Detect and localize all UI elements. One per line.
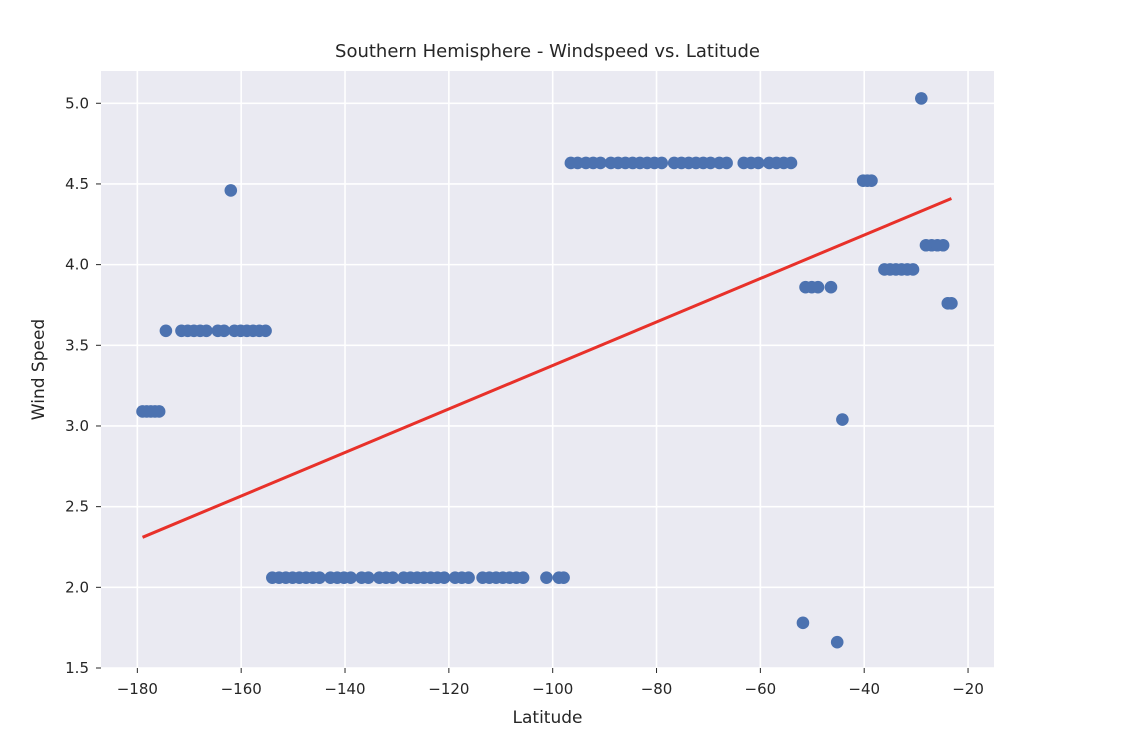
data-point [936,238,950,252]
y-tick-label: 1.5 [65,659,89,677]
x-tick-label: −160 [221,680,262,698]
data-point [224,184,238,197]
data-point [159,324,173,338]
y-axis-label: Wind Speed [29,319,49,420]
data-point [655,156,669,170]
data-point [830,635,844,649]
x-tick-label: −60 [745,680,777,698]
grid [101,71,994,669]
y-tick-label: 3.5 [65,336,89,354]
data-point [437,571,451,584]
data-point [811,280,825,294]
data-point [720,156,733,170]
scatter-points [136,92,958,649]
data-point [516,571,530,584]
plot-area [101,71,994,668]
y-tick-label: 3.0 [65,417,89,435]
data-point [945,297,958,310]
y-tick-label: 4.5 [65,175,89,193]
data-point [836,413,849,426]
data-point [751,156,765,170]
y-tick-label: 4.0 [65,256,89,274]
data-point [386,571,400,584]
data-point [704,156,717,170]
data-point [313,571,326,584]
chart-title: Southern Hemisphere - Windspeed vs. Lati… [335,41,760,62]
regression-line-group [141,197,953,539]
data-point [865,174,878,188]
data-point [824,280,838,294]
x-tick-label: −100 [532,680,573,698]
data-point [200,324,213,338]
axis-ticks: −180 −160 −140 −120 −100 −80 −60 −40 −20 1.5 2.0 2.… [65,94,984,698]
y-tick-label: 2.5 [65,498,89,516]
regression-line [141,197,953,539]
data-point [915,92,928,105]
data-point [152,405,166,418]
x-tick-label: −180 [117,680,158,698]
y-tick-label: 2.0 [65,578,89,596]
x-tick-label: −140 [324,680,365,698]
x-tick-label: −20 [952,680,984,698]
x-tick-label: −40 [848,680,880,698]
x-axis-label: Latitude [513,708,583,728]
data-point [259,324,272,338]
data-point [217,324,231,338]
data-point [594,156,607,170]
x-tick-label: −80 [641,680,673,698]
data-point [362,571,375,584]
y-tick-label: 5.0 [65,94,89,112]
data-point [344,571,358,584]
data-point [906,263,920,276]
data-point [557,571,570,584]
x-tick-label: −120 [428,680,469,698]
data-point [462,571,475,584]
data-point [796,616,810,630]
data-point [784,156,798,170]
data-point [540,571,553,584]
